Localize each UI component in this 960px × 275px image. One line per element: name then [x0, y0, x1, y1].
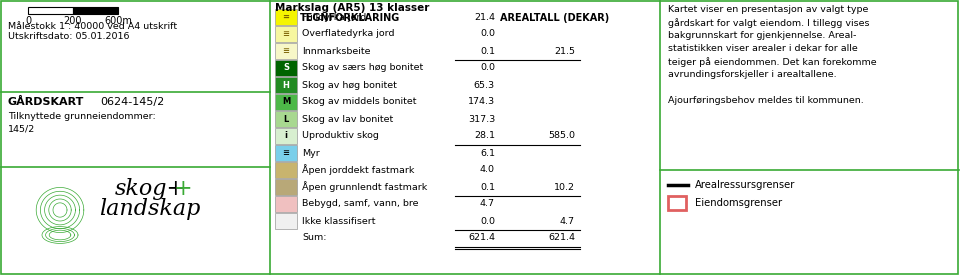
- Text: 4.7: 4.7: [480, 199, 495, 208]
- Text: Åpen jorddekt fastmark: Åpen jorddekt fastmark: [302, 164, 415, 175]
- Text: S: S: [283, 64, 289, 73]
- Text: 200: 200: [63, 16, 83, 26]
- Text: 6.1: 6.1: [480, 148, 495, 158]
- Bar: [28, 7, 73, 14]
- Bar: [275, 9, 297, 25]
- Text: 0.0: 0.0: [480, 64, 495, 73]
- Text: Utskriftsdato: 05.01.2016: Utskriftsdato: 05.01.2016: [8, 32, 130, 41]
- Text: 585.0: 585.0: [548, 131, 575, 141]
- Text: Eiendomsgrenser: Eiendomsgrenser: [695, 198, 782, 208]
- Bar: [275, 77, 297, 93]
- Text: 21.5: 21.5: [554, 46, 575, 56]
- Bar: [275, 213, 297, 229]
- Text: Uproduktiv skog: Uproduktiv skog: [302, 131, 379, 141]
- Text: =: =: [282, 12, 290, 21]
- Text: teiger på eiendommen. Det kan forekomme: teiger på eiendommen. Det kan forekomme: [668, 57, 876, 67]
- Text: 145/2: 145/2: [8, 124, 36, 133]
- Bar: [275, 162, 297, 178]
- Text: 0.0: 0.0: [480, 216, 495, 226]
- Text: Bebygd, samf, vann, bre: Bebygd, samf, vann, bre: [302, 199, 419, 208]
- Bar: [275, 94, 297, 110]
- Text: +: +: [174, 178, 193, 200]
- Text: 21.4: 21.4: [474, 12, 495, 21]
- Text: Tilknyttede grunneiendommer:: Tilknyttede grunneiendommer:: [8, 112, 156, 121]
- Text: Arealressursgrenser: Arealressursgrenser: [695, 180, 796, 190]
- Text: Innmarksbeite: Innmarksbeite: [302, 46, 371, 56]
- Text: 65.3: 65.3: [474, 81, 495, 89]
- Text: 4.7: 4.7: [560, 216, 575, 226]
- Bar: [275, 179, 297, 195]
- Text: skog+: skog+: [114, 178, 185, 200]
- Bar: [73, 7, 118, 14]
- Text: 0.1: 0.1: [480, 46, 495, 56]
- Bar: [275, 60, 297, 76]
- Bar: [275, 111, 297, 127]
- Text: statistikken viser arealer i dekar for alle: statistikken viser arealer i dekar for a…: [668, 44, 857, 53]
- Text: Ikke klassifisert: Ikke klassifisert: [302, 216, 375, 226]
- Text: avrundingsforskjeller i arealtallene.: avrundingsforskjeller i arealtallene.: [668, 70, 836, 79]
- Text: i: i: [284, 131, 287, 141]
- Text: GÅRDSKART: GÅRDSKART: [8, 97, 84, 107]
- Text: AREALTALL (DEKAR): AREALTALL (DEKAR): [500, 13, 610, 23]
- Text: Kartet viser en presentasjon av valgt type: Kartet viser en presentasjon av valgt ty…: [668, 5, 869, 14]
- Bar: [275, 145, 297, 161]
- Text: ≡: ≡: [282, 46, 290, 56]
- Text: 600m: 600m: [104, 16, 132, 26]
- Text: TEGNFORKLARING: TEGNFORKLARING: [300, 13, 400, 23]
- Bar: [275, 128, 297, 144]
- Text: 174.3: 174.3: [468, 98, 495, 106]
- Text: M: M: [282, 98, 290, 106]
- Text: 10.2: 10.2: [554, 183, 575, 191]
- Bar: [275, 26, 297, 42]
- Bar: [275, 43, 297, 59]
- Bar: [275, 196, 297, 212]
- Text: H: H: [282, 81, 289, 89]
- Text: Sum:: Sum:: [302, 233, 326, 243]
- Text: 0: 0: [25, 16, 31, 26]
- Text: ≡: ≡: [282, 29, 290, 39]
- Text: Skog av høg bonitet: Skog av høg bonitet: [302, 81, 396, 89]
- Text: L: L: [283, 114, 289, 123]
- Text: Overflatedyrka jord: Overflatedyrka jord: [302, 29, 395, 39]
- Text: Målestokk 1 : 40000 ved A4 utskrift: Målestokk 1 : 40000 ved A4 utskrift: [8, 22, 178, 31]
- Text: 621.4: 621.4: [468, 233, 495, 243]
- Bar: [668, 196, 686, 210]
- Text: Markslag (AR5) 13 klasser: Markslag (AR5) 13 klasser: [275, 3, 429, 13]
- Text: Fulldyrka jord: Fulldyrka jord: [302, 12, 367, 21]
- Text: Skog av særs høg bonitet: Skog av særs høg bonitet: [302, 64, 423, 73]
- Text: bakgrunnskart for gjenkjennelse. Areal-: bakgrunnskart for gjenkjennelse. Areal-: [668, 31, 856, 40]
- Text: 4.0: 4.0: [480, 166, 495, 175]
- Text: 0.1: 0.1: [480, 183, 495, 191]
- Text: Skog av lav bonitet: Skog av lav bonitet: [302, 114, 394, 123]
- Text: Ajourføringsbehov meldes til kommunen.: Ajourføringsbehov meldes til kommunen.: [668, 96, 864, 105]
- Text: Myr: Myr: [302, 148, 320, 158]
- Text: 0624-145/2: 0624-145/2: [100, 97, 164, 107]
- Text: 621.4: 621.4: [548, 233, 575, 243]
- Text: 28.1: 28.1: [474, 131, 495, 141]
- Text: 0.0: 0.0: [480, 29, 495, 39]
- Text: gårdskart for valgt eiendom. I tillegg vises: gårdskart for valgt eiendom. I tillegg v…: [668, 18, 870, 28]
- Text: Åpen grunnlendt fastmark: Åpen grunnlendt fastmark: [302, 182, 427, 192]
- Text: 317.3: 317.3: [468, 114, 495, 123]
- Text: ≡: ≡: [282, 148, 290, 158]
- Text: Skog av middels bonitet: Skog av middels bonitet: [302, 98, 417, 106]
- Text: landskap: landskap: [99, 198, 201, 220]
